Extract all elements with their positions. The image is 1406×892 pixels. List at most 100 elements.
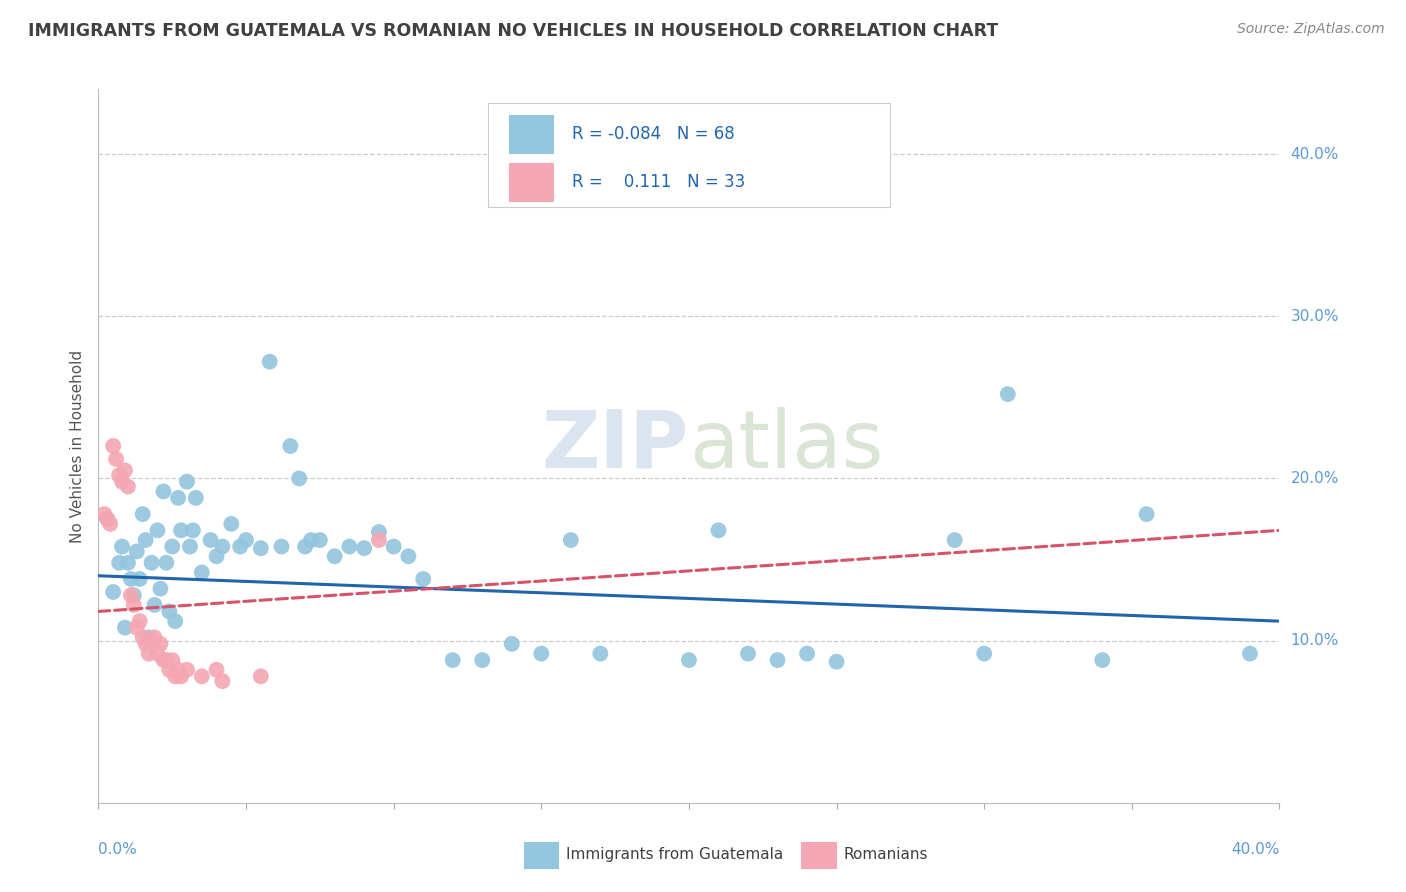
- FancyBboxPatch shape: [509, 115, 554, 154]
- Point: [176, 475, 198, 489]
- Point: [1091, 653, 1114, 667]
- Point: [825, 655, 848, 669]
- Point: [105, 452, 128, 467]
- Point: [135, 533, 157, 547]
- Point: [98, 516, 121, 531]
- Text: ZIP: ZIP: [541, 407, 689, 485]
- Text: atlas: atlas: [689, 407, 883, 485]
- Point: [132, 507, 155, 521]
- Point: [353, 541, 375, 556]
- FancyBboxPatch shape: [801, 842, 837, 869]
- Point: [250, 541, 273, 556]
- Y-axis label: No Vehicles in Household: No Vehicles in Household: [70, 350, 86, 542]
- Point: [114, 621, 136, 635]
- Point: [103, 439, 125, 453]
- Point: [122, 588, 145, 602]
- Point: [368, 524, 391, 539]
- Text: IMMIGRANTS FROM GUATEMALA VS ROMANIAN NO VEHICLES IN HOUSEHOLD CORRELATION CHART: IMMIGRANTS FROM GUATEMALA VS ROMANIAN NO…: [28, 22, 998, 40]
- Point: [155, 653, 177, 667]
- Text: 10.0%: 10.0%: [1291, 633, 1339, 648]
- Point: [103, 585, 125, 599]
- Point: [96, 512, 118, 526]
- Point: [149, 637, 172, 651]
- Point: [943, 533, 966, 547]
- Point: [229, 540, 252, 554]
- Point: [471, 653, 494, 667]
- Point: [125, 544, 148, 558]
- Point: [162, 653, 183, 667]
- Point: [412, 572, 434, 586]
- Point: [368, 533, 391, 547]
- Point: [707, 524, 730, 538]
- Point: [152, 653, 174, 667]
- Point: [155, 556, 177, 570]
- Point: [149, 582, 172, 596]
- Text: 0.0%: 0.0%: [98, 842, 138, 856]
- Point: [191, 669, 214, 683]
- Point: [219, 516, 242, 531]
- Point: [165, 669, 187, 683]
- Text: 20.0%: 20.0%: [1291, 471, 1339, 486]
- Point: [162, 540, 183, 554]
- Point: [184, 491, 207, 505]
- Point: [117, 479, 139, 493]
- Point: [560, 533, 582, 547]
- Point: [138, 631, 160, 645]
- Point: [96, 512, 118, 526]
- Point: [114, 463, 136, 477]
- Point: [170, 669, 193, 683]
- Point: [278, 439, 302, 453]
- Point: [111, 475, 134, 489]
- Point: [337, 540, 360, 554]
- Point: [122, 598, 145, 612]
- Point: [135, 637, 157, 651]
- Text: 40.0%: 40.0%: [1232, 842, 1279, 856]
- Point: [294, 540, 316, 554]
- Point: [997, 387, 1019, 401]
- Point: [132, 631, 155, 645]
- Point: [678, 653, 700, 667]
- Point: [323, 549, 346, 564]
- Point: [200, 533, 222, 547]
- Text: R = -0.084   N = 68: R = -0.084 N = 68: [572, 126, 735, 144]
- Point: [299, 533, 322, 547]
- Point: [235, 533, 257, 547]
- Point: [211, 674, 233, 689]
- Point: [167, 491, 190, 505]
- FancyBboxPatch shape: [523, 842, 560, 869]
- Point: [441, 653, 464, 667]
- Point: [128, 572, 150, 586]
- Point: [589, 647, 612, 661]
- Text: R =    0.111   N = 33: R = 0.111 N = 33: [572, 173, 745, 191]
- Point: [1239, 647, 1261, 661]
- Point: [205, 549, 228, 564]
- Point: [191, 566, 214, 580]
- Point: [270, 540, 292, 554]
- Point: [138, 647, 160, 661]
- Point: [141, 637, 163, 651]
- Point: [973, 647, 995, 661]
- Point: [143, 631, 166, 645]
- Point: [259, 354, 281, 368]
- Point: [250, 669, 273, 683]
- Point: [117, 556, 139, 570]
- Point: [205, 663, 228, 677]
- Text: 40.0%: 40.0%: [1291, 146, 1339, 161]
- Point: [143, 598, 166, 612]
- Text: Source: ZipAtlas.com: Source: ZipAtlas.com: [1237, 22, 1385, 37]
- Point: [170, 524, 193, 538]
- Point: [211, 540, 233, 554]
- Point: [152, 484, 174, 499]
- Point: [111, 540, 134, 554]
- Point: [167, 663, 190, 677]
- Text: Immigrants from Guatemala: Immigrants from Guatemala: [567, 847, 783, 863]
- FancyBboxPatch shape: [509, 162, 554, 202]
- Point: [737, 647, 759, 661]
- Text: Romanians: Romanians: [844, 847, 928, 863]
- Point: [120, 588, 142, 602]
- Point: [120, 572, 142, 586]
- Point: [179, 540, 201, 554]
- Point: [530, 647, 553, 661]
- Point: [501, 637, 523, 651]
- Point: [396, 549, 419, 564]
